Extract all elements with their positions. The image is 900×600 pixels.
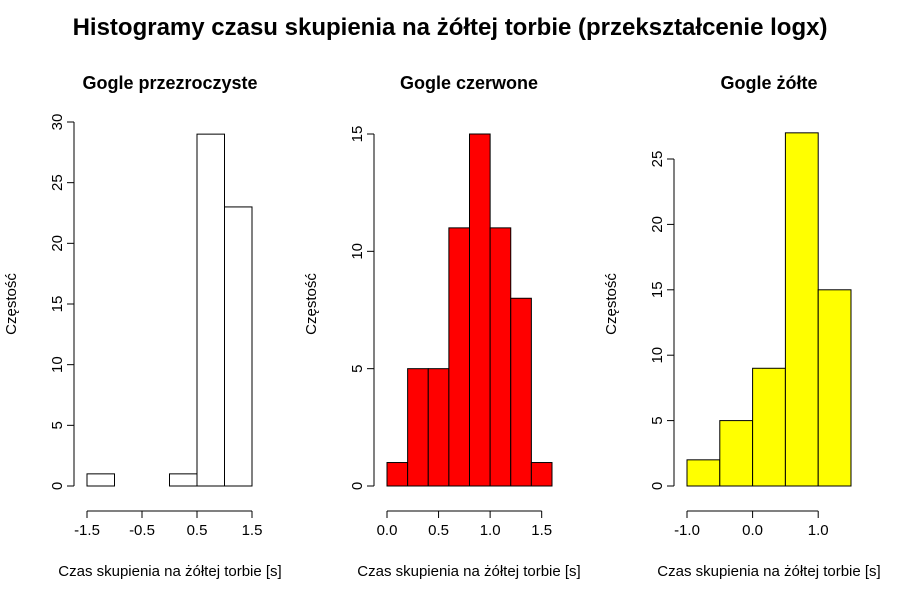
x-tick-label: 0.5 bbox=[428, 522, 449, 539]
panel-title: Gogle przezroczyste bbox=[82, 73, 257, 93]
x-axis-label: Czas skupienia na żółtej torbie [s] bbox=[657, 563, 880, 580]
y-tick-label: 20 bbox=[49, 235, 66, 252]
panel-title: Gogle żółte bbox=[720, 73, 817, 93]
panel-title: Gogle czerwone bbox=[400, 73, 538, 93]
x-tick-label: 1.5 bbox=[531, 522, 552, 539]
histogram-bar bbox=[489, 227, 512, 487]
histogram-bar bbox=[196, 133, 225, 487]
x-axis-label: Czas skupienia na żółtej torbie [s] bbox=[58, 563, 281, 580]
x-tick-label: 0.0 bbox=[377, 522, 398, 539]
x-tick-label: -1.5 bbox=[74, 522, 100, 539]
histogram-bar bbox=[752, 367, 786, 487]
histogram-bar bbox=[386, 462, 409, 487]
y-tick-label: 5 bbox=[49, 421, 66, 429]
histogram-bar bbox=[510, 297, 532, 487]
main-title: Histogramy czasu skupienia na żółtej tor… bbox=[72, 14, 828, 41]
y-tick-label: 15 bbox=[49, 296, 66, 313]
y-axis-label: Częstość bbox=[3, 273, 20, 335]
x-tick-label: -0.5 bbox=[129, 522, 155, 539]
y-tick-label: 0 bbox=[649, 482, 666, 490]
histogram-bar bbox=[427, 368, 450, 487]
x-tick-label: 0.5 bbox=[187, 522, 208, 539]
x-axis-label: Czas skupienia na żółtej torbie [s] bbox=[357, 563, 580, 580]
y-tick-label: 25 bbox=[649, 151, 666, 168]
x-tick-label: 1.0 bbox=[480, 522, 501, 539]
histogram-bar bbox=[817, 289, 852, 487]
y-tick-label: 15 bbox=[349, 126, 366, 143]
y-tick-label: 5 bbox=[349, 364, 366, 372]
y-tick-label: 15 bbox=[649, 281, 666, 298]
y-tick-label: 10 bbox=[349, 243, 366, 260]
x-tick-label: 1.0 bbox=[808, 522, 829, 539]
y-tick-label: 25 bbox=[49, 174, 66, 191]
histogram-bar bbox=[407, 368, 429, 487]
y-tick-label: 0 bbox=[49, 482, 66, 490]
x-tick-label: 0.0 bbox=[742, 522, 763, 539]
histogram-bar bbox=[784, 132, 819, 487]
histogram-bar bbox=[448, 227, 470, 487]
x-tick-label: 1.5 bbox=[242, 522, 263, 539]
histogram-bar bbox=[469, 133, 491, 487]
histogram-bar bbox=[169, 473, 198, 487]
histogram-bar bbox=[86, 473, 115, 487]
y-tick-label: 5 bbox=[649, 416, 666, 424]
y-axis-label: Częstość bbox=[603, 273, 620, 335]
histogram-bar bbox=[530, 462, 553, 487]
y-axis-label: Częstość bbox=[303, 273, 320, 335]
histogram-bar bbox=[686, 459, 721, 487]
y-tick-label: 0 bbox=[349, 482, 366, 490]
y-tick-label: 20 bbox=[649, 216, 666, 233]
y-tick-label: 10 bbox=[49, 356, 66, 373]
histogram-bar bbox=[224, 206, 253, 487]
y-tick-label: 30 bbox=[49, 114, 66, 131]
y-tick-label: 10 bbox=[649, 347, 666, 364]
histogram-bar bbox=[719, 420, 754, 487]
x-tick-label: -1.0 bbox=[674, 522, 700, 539]
